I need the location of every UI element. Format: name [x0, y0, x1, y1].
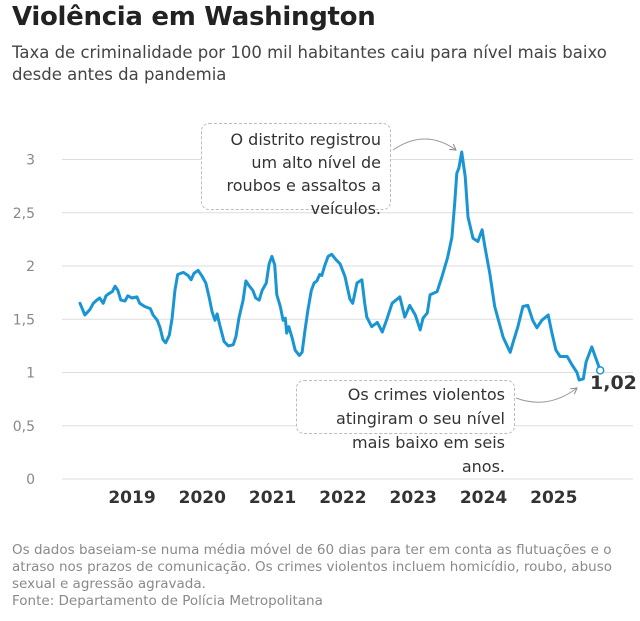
x-tick-label: 2021	[249, 488, 296, 508]
footer-source: Fonte: Departamento de Polícia Metropoli…	[12, 593, 323, 609]
y-tick-label: 2	[26, 259, 35, 275]
y-tick-label: 0	[26, 472, 35, 488]
annotation-peak: O distrito registrou um alto nível de ro…	[201, 123, 391, 218]
x-tick-label: 2023	[390, 488, 437, 508]
x-tick-label: 2022	[319, 488, 366, 508]
annotation-arrow-low	[515, 388, 577, 403]
last-value-label: 1,02	[590, 372, 637, 394]
x-tick-label: 2024	[460, 488, 507, 508]
y-tick-label: 1	[26, 366, 35, 382]
chart-subtitle: Taxa de criminalidade por 100 mil habita…	[12, 43, 607, 84]
x-tick-label: 2020	[179, 488, 226, 508]
footer: Os dados baseiam-se numa média móvel de …	[12, 542, 632, 610]
y-tick-label: 3	[26, 153, 35, 169]
x-tick-label: 2025	[530, 488, 577, 508]
annotation-arrow-peak	[392, 138, 456, 150]
chart-title: Violência em Washington	[12, 2, 376, 32]
y-tick-label: 2,5	[13, 206, 35, 222]
series-line	[78, 150, 602, 382]
last-point-marker	[595, 366, 605, 375]
y-tick-label: 0,5	[13, 419, 35, 435]
footer-note: Os dados baseiam-se numa média móvel de …	[12, 542, 612, 592]
annotation-low: Os crimes violentos atingiram o seu níve…	[296, 380, 515, 476]
y-tick-label: 1,5	[13, 312, 35, 328]
x-tick-label: 2019	[108, 488, 155, 508]
